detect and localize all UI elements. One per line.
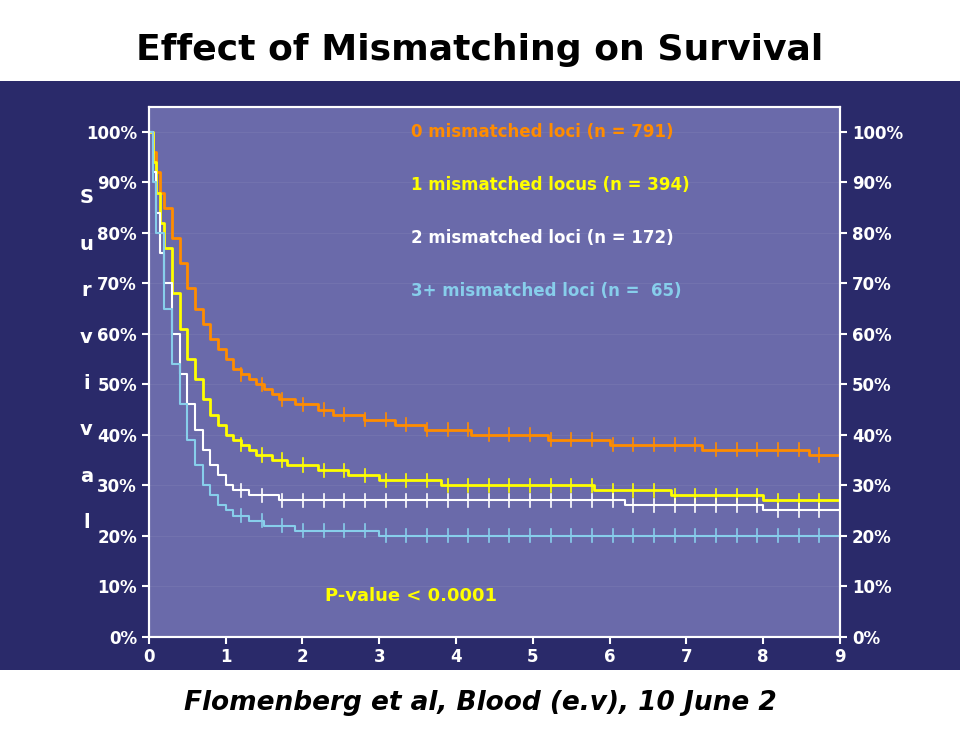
X-axis label: Years After Transplant: Years After Transplant [381, 675, 608, 693]
Text: 3+ mismatched loci (n =  65): 3+ mismatched loci (n = 65) [412, 282, 682, 300]
Text: 0 mismatched loci (n = 791): 0 mismatched loci (n = 791) [412, 123, 674, 141]
Text: 2 mismatched loci (n = 172): 2 mismatched loci (n = 172) [412, 229, 674, 247]
Text: v: v [80, 328, 93, 347]
Text: 1 mismatched locus (n = 394): 1 mismatched locus (n = 394) [412, 176, 690, 194]
Text: r: r [82, 281, 91, 300]
Text: Effect of Mismatching on Survival: Effect of Mismatching on Survival [136, 33, 824, 67]
Text: P-value < 0.0001: P-value < 0.0001 [325, 587, 497, 605]
Text: u: u [80, 235, 93, 254]
Text: v: v [80, 420, 93, 439]
Text: S: S [80, 188, 93, 208]
Text: Flomenberg et al, Blood (e.v), 10 June 2: Flomenberg et al, Blood (e.v), 10 June 2 [183, 690, 777, 716]
Text: l: l [84, 513, 89, 532]
Text: a: a [80, 467, 93, 486]
Text: i: i [84, 374, 89, 393]
